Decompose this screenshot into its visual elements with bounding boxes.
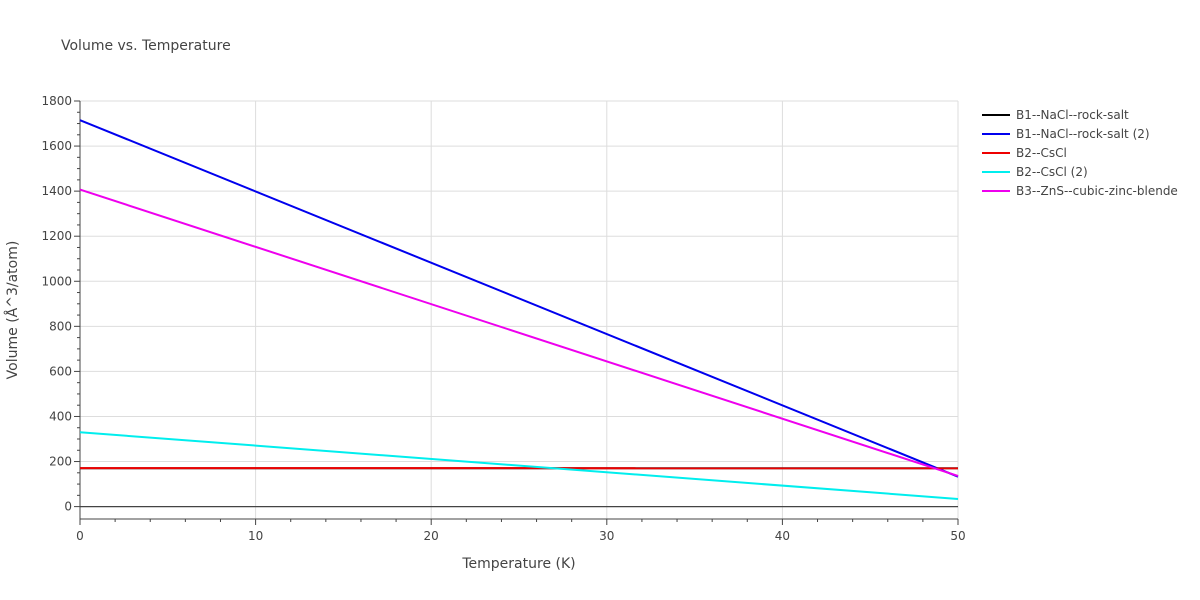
y-tick-label: 1200 — [41, 229, 72, 243]
legend-item[interactable]: B1--NaCl--rock-salt — [982, 108, 1129, 122]
legend-label: B2--CsCl — [1016, 146, 1067, 160]
chart-title: Volume vs. Temperature — [61, 38, 231, 54]
legend-label: B2--CsCl (2) — [1016, 165, 1088, 179]
y-tick-label: 800 — [49, 319, 72, 333]
y-tick-label: 0 — [64, 500, 72, 514]
grid — [80, 100, 959, 519]
legend-item[interactable]: B2--CsCl (2) — [982, 165, 1088, 179]
x-axis-title: Temperature (K) — [461, 556, 575, 572]
y-tick-label: 1800 — [41, 94, 72, 108]
legend-item[interactable]: B1--NaCl--rock-salt (2) — [982, 127, 1150, 141]
y-tick-label: 400 — [49, 409, 72, 423]
y-axis-ticks: 0 200 400 600 800 1000 1200 1400 1600 1800 — [41, 94, 80, 514]
y-tick-label: 200 — [49, 455, 72, 469]
x-tick-label: 0 — [76, 529, 84, 543]
series-line-2 — [79, 119, 959, 478]
legend-item[interactable]: B2--CsCl — [982, 146, 1067, 160]
series-line-4 — [79, 431, 959, 500]
y-tick-label: 600 — [49, 364, 72, 378]
legend-item[interactable]: B3--ZnS--cubic-zinc-blende — [982, 184, 1178, 198]
series-line-5 — [79, 188, 959, 477]
x-tick-label: 10 — [248, 529, 263, 543]
axes — [79, 101, 958, 520]
x-tick-label: 20 — [424, 529, 439, 543]
y-axis-title: Volume (Å^3/atom) — [4, 241, 21, 380]
legend-label: B1--NaCl--rock-salt (2) — [1016, 127, 1150, 141]
legend-label: B3--ZnS--cubic-zinc-blende — [1016, 184, 1178, 198]
y-tick-label: 1600 — [41, 139, 72, 153]
x-tick-label: 40 — [775, 529, 790, 543]
x-axis-ticks: 0 10 20 30 40 50 — [76, 519, 966, 543]
legend[interactable]: B1--NaCl--rock-salt B1--NaCl--rock-salt (… — [982, 108, 1178, 198]
y-tick-label: 1400 — [41, 184, 72, 198]
x-tick-label: 50 — [950, 529, 965, 543]
x-tick-label: 30 — [599, 529, 614, 543]
y-tick-label: 1000 — [41, 274, 72, 288]
legend-label: B1--NaCl--rock-salt — [1016, 108, 1129, 122]
series-lines — [79, 119, 959, 500]
